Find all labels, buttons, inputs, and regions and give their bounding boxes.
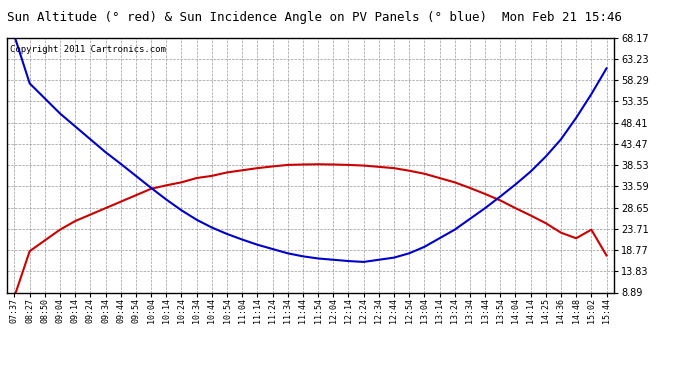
Text: Sun Altitude (° red) & Sun Incidence Angle on PV Panels (° blue)  Mon Feb 21 15:: Sun Altitude (° red) & Sun Incidence Ang…: [7, 11, 622, 24]
Text: Copyright 2011 Cartronics.com: Copyright 2011 Cartronics.com: [10, 45, 166, 54]
